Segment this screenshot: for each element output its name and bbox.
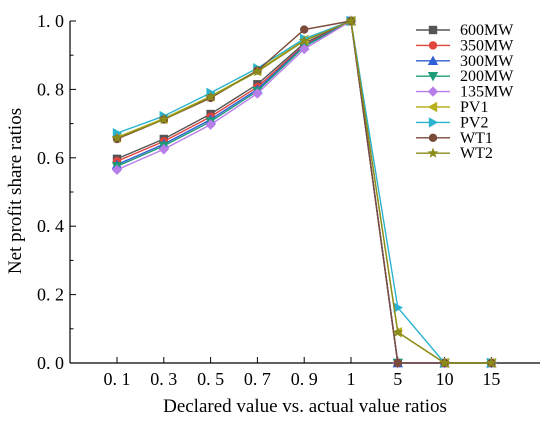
y-axis-title: Net profit share ratios <box>5 108 26 274</box>
series-pv1 <box>111 15 496 369</box>
legend-marker <box>428 41 438 50</box>
x-tick-label: 0. 3 <box>150 369 177 389</box>
data-point <box>158 144 169 155</box>
legend-item: 600MW <box>416 22 514 39</box>
data-point <box>111 132 123 143</box>
legend-marker <box>427 101 438 113</box>
legend-item: 350MW <box>416 37 514 54</box>
data-point <box>252 88 263 99</box>
series-layer <box>111 15 497 369</box>
legend-item: 200MW <box>416 68 514 85</box>
x-axis-title: Declared value vs. actual value ratios <box>163 396 447 417</box>
data-point <box>205 91 217 102</box>
y-tick-label: 0. 4 <box>37 216 64 236</box>
legend-item: 135MW <box>416 84 514 101</box>
legend-item: PV1 <box>416 99 488 116</box>
series-135mw <box>111 15 497 369</box>
x-tick-label: 1 <box>347 369 356 389</box>
y-tick-label: 0. 0 <box>37 353 64 373</box>
x-tick-label: 0. 5 <box>197 369 224 389</box>
data-point <box>439 357 451 368</box>
data-point <box>485 357 497 368</box>
data-point <box>205 119 216 130</box>
data-point <box>300 25 309 34</box>
x-tick-label: 0. 7 <box>244 369 271 389</box>
data-point <box>251 65 263 77</box>
x-tick-label: 10 <box>436 369 454 389</box>
legend-marker <box>427 86 439 97</box>
data-point <box>393 358 402 368</box>
series-pv2 <box>112 15 497 369</box>
data-point <box>158 113 170 125</box>
x-tick-label: 15 <box>482 369 500 389</box>
legend-marker <box>428 25 438 35</box>
legend-marker <box>428 117 439 128</box>
series-350mw <box>112 16 496 368</box>
legend-label: 300MW <box>460 53 514 70</box>
y-tick-label: 0. 2 <box>37 285 64 305</box>
data-point <box>392 326 404 337</box>
legend-item: WT1 <box>416 130 493 147</box>
legend-item: WT2 <box>416 145 493 162</box>
series-wt1 <box>112 16 496 368</box>
legend-item: 300MW <box>416 53 514 70</box>
data-point <box>299 43 310 55</box>
axes-layer: 0. 0 0. 2 0. 4 0. 6 0. 8 1. 0 0. 1 0. 3 0. 5 0. 7… <box>37 11 540 389</box>
x-tick-label: 5 <box>393 369 402 389</box>
series-200mw <box>111 16 497 369</box>
y-tick-label: 1. 0 <box>37 11 64 31</box>
legend-item: PV2 <box>416 114 488 131</box>
legend-marker <box>428 133 438 142</box>
legend-label: PV1 <box>460 99 488 116</box>
legend-label: PV2 <box>460 114 488 131</box>
legend-marker <box>427 55 439 65</box>
x-tick-label: 0. 1 <box>104 369 131 389</box>
series-600mw <box>112 16 496 368</box>
legend-label: 200MW <box>460 68 514 85</box>
legend-marker <box>427 147 439 158</box>
legend-label: WT1 <box>460 130 493 147</box>
legend-label: WT2 <box>460 145 493 162</box>
data-point <box>298 35 310 46</box>
data-point <box>345 15 357 26</box>
legend-marker <box>427 72 439 82</box>
x-tick-label: 0. 9 <box>291 369 318 389</box>
series-wt2 <box>111 15 497 368</box>
y-tick-label: 0. 8 <box>37 79 64 99</box>
y-tick-label: 0. 6 <box>37 148 64 168</box>
legend-label: 135MW <box>460 84 514 101</box>
legend-label: 600MW <box>460 22 514 39</box>
data-point <box>393 302 403 313</box>
legend-label: 350MW <box>460 37 514 54</box>
data-point <box>111 164 123 175</box>
series-300mw <box>111 15 497 368</box>
